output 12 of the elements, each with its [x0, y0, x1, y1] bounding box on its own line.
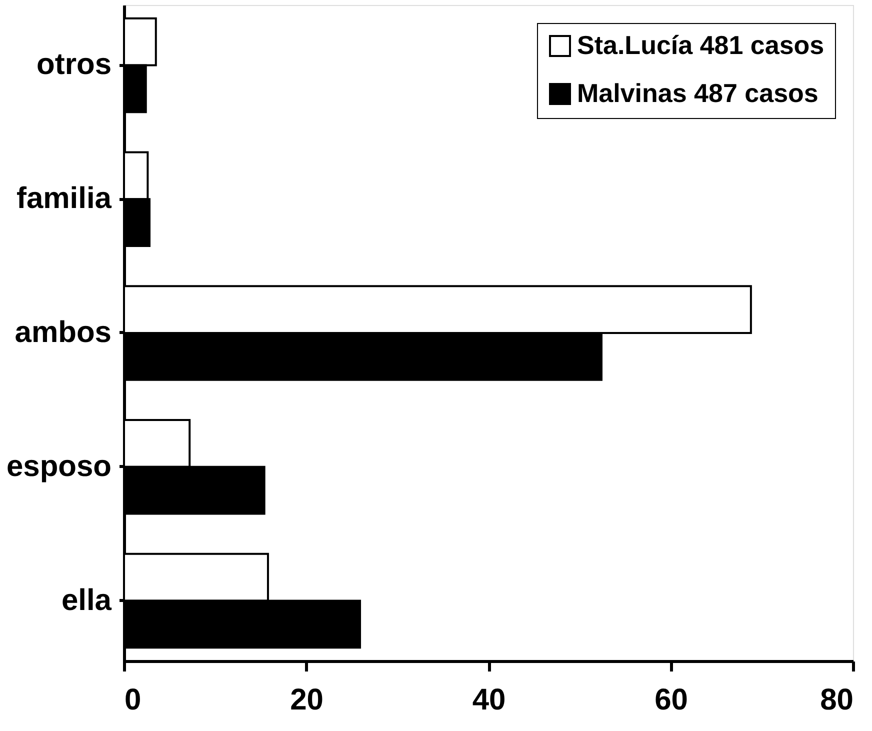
y-tick-label: familia — [16, 182, 112, 216]
y-tick-label: otros — [36, 48, 112, 82]
y-tick-label: ambos — [14, 316, 112, 349]
legend-label: Sta.Lucía 481 casos — [577, 30, 824, 60]
x-tick-label: 60 — [654, 684, 688, 716]
y-tick-label: esposo — [6, 450, 112, 483]
y-tick-label: ella — [61, 584, 112, 617]
x-tick-label: 0 — [124, 684, 142, 716]
x-tick-label: 80 — [820, 684, 854, 716]
legend-label: Malvinas 487 casos — [577, 78, 818, 108]
x-tick-label: 20 — [290, 684, 324, 716]
x-tick-label: 40 — [472, 684, 506, 716]
